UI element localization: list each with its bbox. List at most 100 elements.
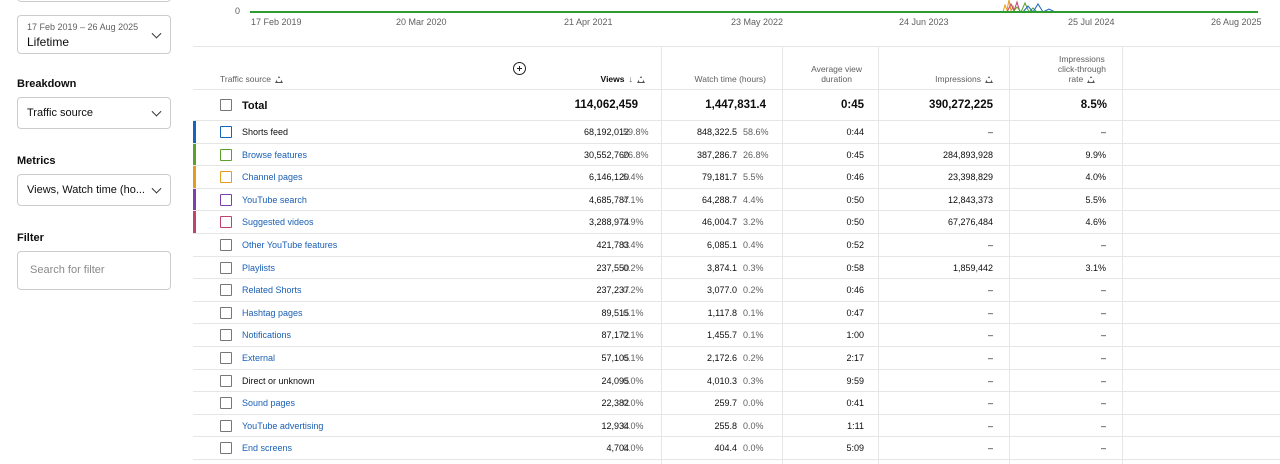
row-checkbox[interactable] — [220, 193, 232, 206]
table-row[interactable]: Other YouTube features 421,783 0.4% 6,085.1… — [193, 234, 1280, 257]
table-row[interactable]: Sound pages 22,382 0.0% 259.7 0.0% 0:41– – — [193, 392, 1280, 415]
table-body: Shorts feed 68,192,012 59.8% 848,322.5 58.6%… — [193, 121, 1280, 460]
row-checkbox[interactable] — [220, 397, 232, 410]
table-row[interactable]: Browse features 30,552,760 26.8% 387,286.7 2… — [193, 143, 1280, 167]
views-percent: 0.1% — [623, 307, 644, 318]
traffic-source-name[interactable]: Channel pages — [242, 172, 303, 183]
traffic-source-name[interactable]: Notifications — [242, 330, 292, 341]
views-value: 4,704 — [606, 443, 629, 454]
table-row[interactable]: Related Shorts 237,237 0.2% 3,077.0 0.2% 0:46… — [193, 279, 1280, 302]
table-row[interactable]: Playlists 237,550 0.2% 3,874.1 0.3% 0:58 1,859… — [193, 257, 1280, 280]
row-checkbox[interactable] — [220, 216, 232, 229]
ctr-value: – — [1100, 443, 1106, 454]
x-tick: 21 Apr 2021 — [564, 17, 613, 27]
x-tick: 26 Aug 2025 — [1211, 17, 1262, 27]
column-header-ctr[interactable]: Impressions click-through rate — [1057, 54, 1106, 84]
impressions-value: – — [987, 375, 993, 386]
date-range-selector[interactable]: 17 Feb 2019 – 26 Aug 2025 Lifetime — [17, 15, 171, 54]
total-checkbox[interactable] — [220, 99, 232, 111]
avg-duration-value: 0:47 — [846, 307, 864, 318]
metrics-value: Views, Watch time (ho... — [27, 184, 145, 196]
row-checkbox[interactable] — [220, 351, 232, 364]
traffic-source-name[interactable]: End screens — [242, 443, 293, 454]
impressions-value: – — [987, 330, 993, 341]
column-header-avg-view-duration[interactable]: Average view duration — [811, 64, 862, 84]
traffic-source-name[interactable]: Other YouTube features — [242, 239, 338, 250]
table-row[interactable]: Channel pages 6,146,120 5.4% 79,181.7 5.5% 0:… — [193, 166, 1280, 189]
date-range-label: Lifetime — [27, 35, 70, 49]
chevron-down-icon — [151, 106, 162, 117]
row-checkbox[interactable] — [220, 261, 232, 274]
metrics-select[interactable]: Views, Watch time (ho... — [17, 174, 171, 206]
chart-area: 0 17 Feb 2019 20 Mar 2020 21 Apr 2021 23… — [193, 0, 1280, 30]
column-header-impressions[interactable]: Impressions — [878, 47, 1009, 90]
views-percent: 0.4% — [623, 239, 644, 250]
table-row[interactable]: Hashtag pages 89,515 0.1% 1,117.8 0.1% 0:47– – — [193, 302, 1280, 325]
views-percent: 0.0% — [623, 375, 644, 386]
watch-time-value: 6,085.1 — [706, 239, 737, 250]
views-percent: 4.1% — [623, 194, 644, 205]
table-row[interactable]: External 57,105 0.1% 2,172.6 0.2% 2:17 – – — [193, 347, 1280, 370]
traffic-source-name[interactable]: Related Shorts — [242, 285, 302, 296]
ctr-value: 4.0% — [1085, 172, 1106, 183]
total-impressions: 390,272,225 — [929, 99, 993, 111]
table-row[interactable]: Direct or unknown 24,095 0.0% 4,010.3 0.3% 9:… — [193, 370, 1280, 393]
avg-duration-value: 0:46 — [846, 285, 864, 296]
table-row[interactable]: End screens 4,704 0.0% 404.4 0.0% 5:09– – — [193, 437, 1280, 460]
row-checkbox[interactable] — [220, 419, 232, 432]
table-row[interactable]: Suggested videos 3,288,974 2.9% 46,004.7 3.2… — [193, 211, 1280, 234]
filter-heading: Filter — [17, 232, 44, 244]
traffic-source-name[interactable]: Playlists — [242, 262, 276, 273]
impressions-value: – — [987, 398, 993, 409]
traffic-source-name[interactable]: External — [242, 352, 276, 363]
row-checkbox[interactable] — [220, 238, 232, 251]
filter-field[interactable] — [17, 251, 171, 290]
views-percent: 0.1% — [623, 352, 644, 363]
table-row[interactable]: Shorts feed 68,192,012 59.8% 848,322.5 58.6%… — [193, 121, 1280, 144]
traffic-source-name: Direct or unknown — [242, 375, 315, 386]
row-checkbox[interactable] — [220, 284, 232, 297]
breakdown-select[interactable]: Traffic source — [17, 97, 171, 129]
traffic-source-name[interactable]: YouTube advertising — [242, 420, 324, 431]
table-row[interactable]: YouTube advertising 12,934 0.0% 255.8 0.0% 1:… — [193, 415, 1280, 438]
column-header-views[interactable]: Views ↓ — [533, 47, 661, 90]
watch-time-percent: 58.6% — [743, 127, 769, 137]
table-row[interactable]: YouTube search 4,685,787 4.1% 64,288.7 4.4% 0… — [193, 188, 1280, 212]
row-checkbox[interactable] — [220, 126, 232, 138]
row-checkbox[interactable] — [220, 442, 232, 455]
traffic-source-name[interactable]: Hashtag pages — [242, 307, 303, 318]
chevron-down-icon — [151, 28, 162, 39]
watch-time-percent: 5.5% — [743, 172, 764, 183]
watch-time-value: 404.4 — [714, 443, 737, 454]
chevron-down-icon — [151, 183, 162, 194]
ctr-value: – — [1100, 285, 1106, 296]
table-row[interactable]: Notifications 87,172 0.1% 1,455.7 0.1% 1:00– – — [193, 324, 1280, 347]
views-value: 30,552,760 — [583, 149, 629, 160]
chart-baseline — [250, 11, 1258, 13]
row-checkbox[interactable] — [220, 148, 232, 161]
row-checkbox[interactable] — [220, 171, 232, 184]
avg-duration-value: 2:17 — [846, 352, 864, 363]
traffic-source-name[interactable]: Browse features — [242, 149, 308, 160]
row-checkbox[interactable] — [220, 374, 232, 387]
views-value: 237,550 — [596, 262, 629, 273]
traffic-source-name[interactable]: YouTube search — [242, 194, 307, 205]
ctr-value: 9.9% — [1085, 149, 1106, 160]
row-checkbox[interactable] — [220, 306, 232, 319]
avg-duration-value: 0:52 — [846, 239, 864, 250]
column-header-watch-time[interactable]: Watch time (hours) — [694, 74, 766, 84]
avg-duration-value: 1:00 — [846, 330, 864, 341]
traffic-source-name: Shorts feed — [242, 127, 289, 137]
watch-time-value: 4,010.3 — [706, 375, 737, 386]
avg-duration-value: 9:59 — [846, 375, 864, 386]
row-checkbox[interactable] — [220, 329, 232, 342]
traffic-source-name[interactable]: Suggested videos — [242, 217, 314, 228]
impressions-value: 12,843,373 — [947, 194, 993, 205]
previous-dropdown-edge[interactable] — [17, 0, 171, 2]
views-percent: 5.4% — [623, 172, 644, 183]
column-header-traffic-source[interactable]: Traffic source — [193, 47, 513, 90]
traffic-source-name[interactable]: Sound pages — [242, 398, 296, 409]
add-column-icon[interactable] — [513, 62, 526, 75]
ctr-value: – — [1100, 330, 1106, 341]
filter-search-input[interactable] — [30, 264, 160, 276]
